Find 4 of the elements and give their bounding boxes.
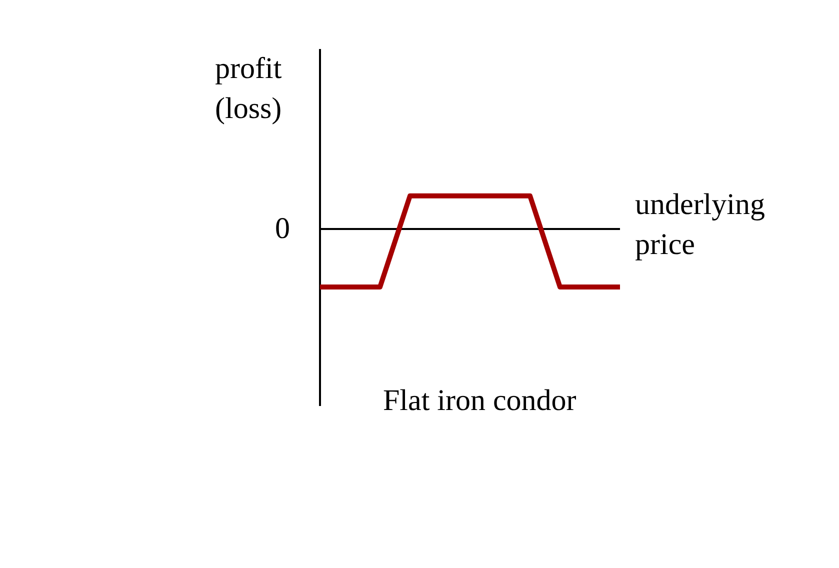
text: 0: [275, 212, 290, 245]
y-axis-title: profit (loss): [215, 52, 282, 125]
text: Flat iron condor: [383, 384, 576, 417]
x-axis-title: underlying price: [635, 188, 765, 261]
